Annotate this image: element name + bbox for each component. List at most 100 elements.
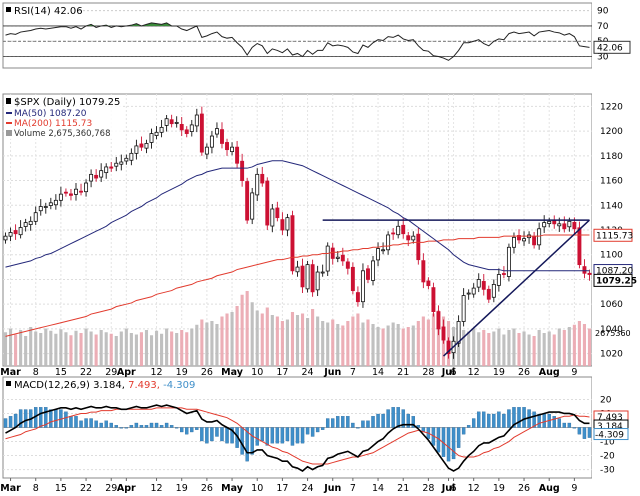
support-trendline [442, 219, 590, 357]
macd-histogram-bar [255, 427, 259, 446]
rsi-tick-label: 70 [597, 22, 609, 32]
macd-histogram-bar [512, 407, 516, 428]
volume-bar [84, 328, 88, 366]
candle-body [199, 113, 204, 153]
candle-body [295, 266, 300, 273]
macd-hist-tag: -4.309 [595, 431, 624, 441]
macd-histogram-bar [164, 422, 169, 428]
macd-histogram-bar [104, 420, 108, 428]
volume-bar [24, 336, 28, 366]
macd-histogram-bar [386, 409, 390, 428]
x-tick-label-main: 6 [451, 367, 457, 378]
volume-bar [280, 321, 284, 366]
macd-histogram-bar [215, 427, 219, 437]
macd-histogram-bar [109, 422, 113, 428]
rsi-value-tag: 42.06 [597, 43, 623, 53]
candle-body [174, 122, 179, 124]
macd-histogram-bar [466, 425, 471, 428]
macd-histogram-bar [401, 409, 405, 428]
volume-bar [462, 330, 466, 366]
macd-histogram-bar [537, 413, 541, 428]
candle-body [376, 248, 381, 261]
volume-bar [376, 327, 380, 366]
volume-bar [537, 330, 541, 366]
x-tick-label-main: 12 [468, 367, 480, 378]
x-tick-label: 19 [176, 483, 188, 494]
x-tick-label-main: 9 [571, 367, 577, 378]
macd-histogram-bar [195, 427, 199, 430]
macd-histogram-bar [507, 409, 511, 428]
macd-histogram-bar [139, 425, 144, 428]
volume-bar [321, 321, 325, 366]
x-tick-label: Jul [441, 483, 456, 494]
macd-histogram-bar [310, 427, 315, 437]
volume-bar [477, 332, 481, 366]
x-tick-label-main: 19 [176, 367, 188, 378]
macd-histogram-bar [99, 422, 103, 428]
x-tick-label: 28 [422, 483, 434, 494]
macd-histogram-bar [18, 409, 23, 428]
x-tick-label-main: 24 [302, 367, 314, 378]
volume-bar [19, 330, 23, 366]
volume-bar [74, 330, 78, 366]
candle-body [325, 245, 330, 272]
volume-bar [497, 328, 501, 366]
candle-body [144, 143, 149, 149]
macd-tick-label: -10 [600, 438, 615, 448]
macd-histogram-bar [285, 427, 290, 442]
volume-bar [69, 335, 73, 366]
ma50-value-tag: 1087.20 [596, 267, 633, 277]
macd-histogram-bar [180, 427, 184, 433]
macd-histogram-bar [149, 422, 154, 428]
macd-histogram-bar [275, 427, 280, 444]
candle-body [33, 212, 38, 222]
macd-histogram-bar [492, 413, 496, 428]
volume-bar [472, 328, 476, 366]
macd-legend-swatch [6, 381, 11, 386]
volume-bar [431, 313, 435, 366]
macd-histogram-bar [94, 420, 98, 428]
candle-body [275, 207, 280, 219]
volume-bar [119, 331, 123, 366]
candle-body [532, 236, 537, 246]
macd-histogram-bar [74, 416, 78, 428]
macd-histogram-bar [154, 422, 159, 428]
candle-body [340, 254, 345, 262]
candle-body [350, 266, 355, 291]
price-legend-bg [4, 95, 122, 139]
x-tick-label: 26 [201, 483, 213, 494]
macd-histogram-bar [487, 413, 491, 428]
candle-body [542, 222, 547, 228]
volume-bar [89, 331, 93, 366]
candle-body [109, 166, 114, 169]
candle-body [63, 191, 68, 194]
macd-histogram-bar [522, 407, 526, 428]
volume-bar [547, 331, 551, 366]
volume-bar [366, 319, 370, 366]
volume-bar [381, 328, 385, 366]
macd-histogram-bar [446, 427, 451, 462]
volume-bar [149, 335, 154, 366]
candle-body [396, 225, 401, 236]
macd-histogram-bar [144, 425, 149, 428]
candle-body [501, 273, 506, 275]
macd-histogram-bar [577, 427, 582, 435]
candle-body [285, 217, 290, 231]
candle-body [562, 223, 567, 230]
x-tick-label: 15 [55, 483, 67, 494]
candle-body [204, 146, 209, 155]
candle-body [522, 238, 526, 242]
candle-body [557, 223, 562, 227]
price-tick-label: 1020 [600, 350, 623, 360]
volume-bar [386, 325, 390, 366]
price-value-tag: 1079.25 [596, 276, 637, 286]
volume-bar [59, 329, 63, 366]
macd-histogram-bar [245, 427, 249, 462]
macd-histogram-bar [471, 418, 476, 428]
candle-body [270, 208, 275, 227]
macd-histogram-bar [205, 427, 209, 444]
candle-body [441, 326, 446, 341]
ma200-line [5, 234, 590, 337]
volume-bar [295, 315, 300, 366]
